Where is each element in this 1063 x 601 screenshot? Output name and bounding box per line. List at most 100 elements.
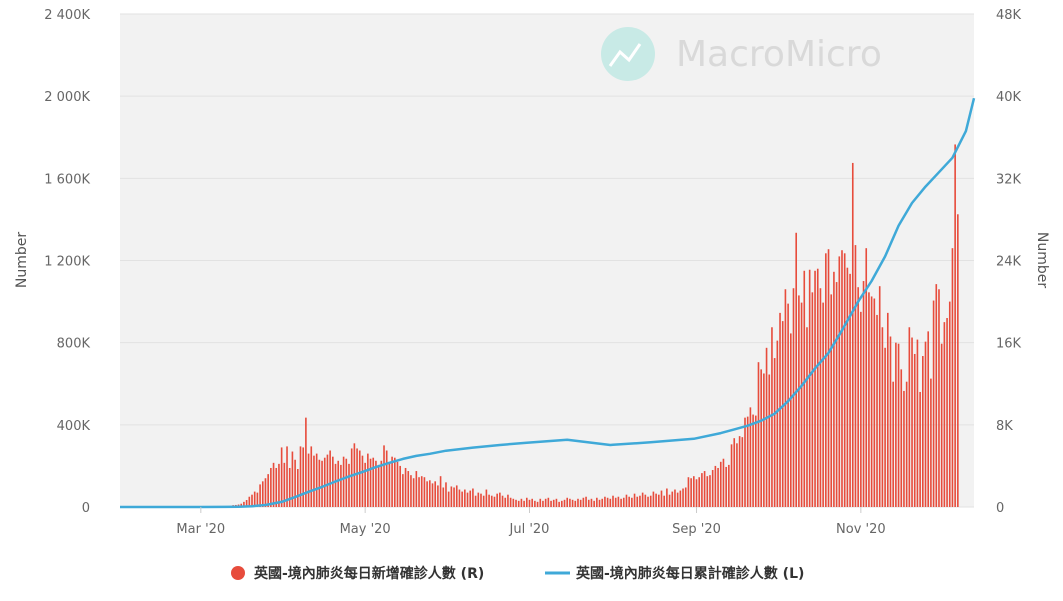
bar-daily-new [391, 457, 393, 507]
bar-daily-new [820, 288, 822, 507]
bar-daily-new [701, 473, 703, 507]
bar-daily-new [793, 288, 795, 507]
y-right-tick-label: 0 [996, 501, 1004, 516]
bar-daily-new [521, 499, 523, 507]
y-right-axis-title: Number [1034, 232, 1050, 288]
bar-daily-new [653, 492, 655, 507]
bar-daily-new [925, 342, 927, 507]
bar-daily-new [688, 477, 690, 507]
bar-daily-new [329, 451, 331, 507]
bar-daily-new [372, 458, 374, 507]
bar-daily-new [736, 443, 738, 507]
bar-daily-new [898, 344, 900, 507]
bar-daily-new [421, 476, 423, 507]
bar-daily-new [418, 477, 420, 507]
bar-daily-new [742, 437, 744, 507]
watermark-logo-icon [601, 27, 655, 81]
legend-cumulative-label: 英國-境內肺炎每日累計確診人數 (L) [575, 565, 804, 582]
bar-daily-new [259, 484, 261, 507]
bar-daily-new [523, 501, 525, 507]
bar-daily-new [300, 446, 302, 507]
legend-item-daily[interactable]: 英國-境內肺炎每日新增確診人數 (R) [231, 565, 484, 582]
bar-daily-new [416, 471, 418, 507]
bar-daily-new [499, 493, 501, 507]
bar-daily-new [556, 499, 558, 507]
y-left-tick-label: 1 600K [44, 172, 90, 187]
bar-daily-new [356, 448, 358, 507]
bar-daily-new [890, 337, 892, 507]
bar-daily-new [607, 498, 609, 507]
bar-daily-new [941, 344, 943, 507]
bar-daily-new [693, 476, 695, 507]
bar-daily-new [812, 292, 814, 507]
bar-daily-new [583, 498, 585, 507]
bar-daily-new [930, 379, 932, 507]
legend-daily-label: 英國-境內肺炎每日新增確診人數 (R) [253, 565, 484, 582]
bar-daily-new [626, 495, 628, 507]
bar-daily-new [429, 480, 431, 507]
bar-daily-new [324, 458, 326, 507]
bar-daily-new [855, 245, 857, 507]
bar-daily-new [451, 486, 453, 507]
bar-daily-new [790, 333, 792, 507]
bar-daily-new [787, 304, 789, 507]
bar-daily-new [467, 493, 469, 507]
bar-daily-new [394, 458, 396, 507]
bar-daily-new [273, 463, 275, 507]
bar-daily-new [472, 489, 474, 507]
x-tick-label: Sep '20 [672, 522, 721, 537]
bar-daily-new [604, 497, 606, 507]
bar-daily-new [680, 491, 682, 507]
bar-daily-new [938, 289, 940, 507]
bar-daily-new [798, 295, 800, 507]
bar-daily-new [927, 331, 929, 507]
bar-daily-new [900, 369, 902, 507]
bar-daily-new [267, 474, 269, 507]
bar-daily-new [362, 456, 364, 507]
bar-daily-new [381, 461, 383, 507]
bar-daily-new [682, 489, 684, 507]
bar-daily-new [733, 438, 735, 507]
bar-daily-new [935, 284, 937, 507]
bar-daily-new [642, 493, 644, 507]
bar-daily-new [836, 282, 838, 507]
bar-daily-new [857, 287, 859, 507]
bar-daily-new [319, 460, 321, 507]
bar-daily-new [459, 490, 461, 507]
bar-daily-new [386, 451, 388, 507]
bar-daily-new [588, 500, 590, 507]
bar-daily-new [876, 315, 878, 507]
legend-item-cumulative[interactable]: 英國-境內肺炎每日累計確診人數 (L) [545, 565, 804, 582]
bar-daily-new [814, 271, 816, 507]
bar-daily-new [658, 495, 660, 507]
bar-daily-new [952, 248, 954, 507]
bar-daily-new [432, 483, 434, 507]
bar-daily-new [919, 392, 921, 507]
bar-daily-new [437, 485, 439, 507]
bar-daily-new [399, 466, 401, 507]
bar-daily-new [822, 303, 824, 507]
bar-daily-new [760, 369, 762, 507]
y-left-tick-label: 2 000K [44, 90, 90, 105]
bar-daily-new [817, 269, 819, 507]
bar-daily-new [882, 327, 884, 507]
legend: 英國-境內肺炎每日新增確診人數 (R) 英國-境內肺炎每日累計確診人數 (L) [231, 565, 804, 582]
bar-daily-new [440, 476, 442, 507]
bar-daily-new [297, 469, 299, 507]
bar-daily-new [378, 465, 380, 507]
bar-daily-new [874, 299, 876, 507]
bar-daily-new [909, 327, 911, 507]
bar-daily-new [828, 249, 830, 507]
bar-daily-new [634, 494, 636, 507]
bar-daily-new [593, 501, 595, 507]
bar-daily-new [531, 499, 533, 507]
bar-daily-new [709, 475, 711, 507]
bar-daily-new [647, 497, 649, 507]
bar-daily-new [841, 250, 843, 507]
bar-daily-new [265, 478, 267, 507]
bar-daily-new [553, 500, 555, 507]
bar-daily-new [426, 481, 428, 507]
bar-daily-new [628, 497, 630, 507]
y-left-tick-label: 800K [57, 337, 91, 352]
y-left-tick-label: 1 200K [44, 255, 90, 270]
